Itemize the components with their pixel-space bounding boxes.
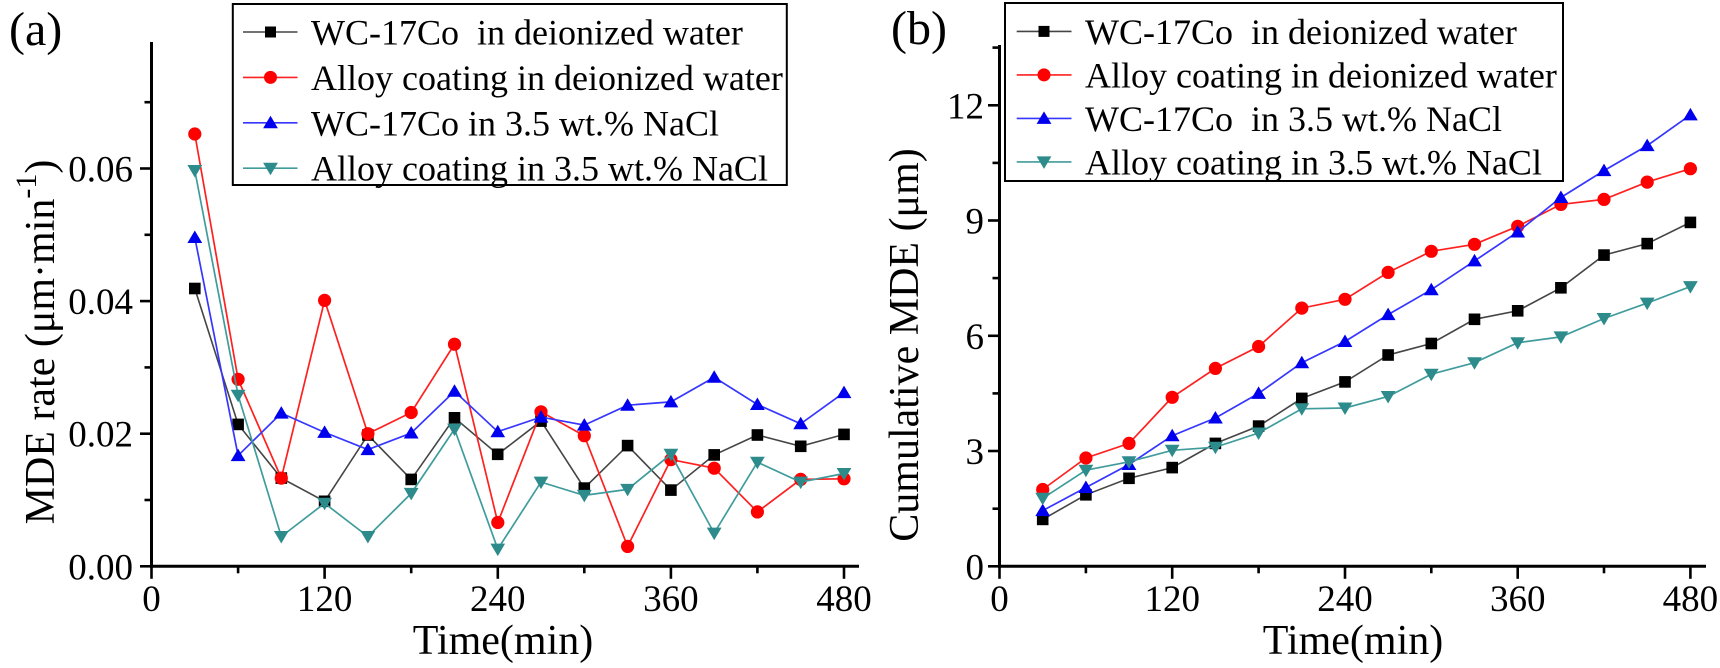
svg-text:0: 0 [142, 579, 161, 620]
svg-text:WC-17Co in 3.5 wt.% NaCl: WC-17Co in 3.5 wt.% NaCl [1085, 99, 1502, 139]
svg-text:360: 360 [1490, 579, 1546, 620]
svg-text:0: 0 [990, 579, 1009, 620]
svg-text:0.04: 0.04 [68, 282, 133, 323]
svg-text:Cumulative MDE (μm): Cumulative MDE (μm) [882, 148, 928, 541]
svg-text:0.02: 0.02 [68, 415, 133, 456]
svg-text:MDE rate (μm·min-1): MDE rate (μm·min-1) [10, 160, 64, 525]
svg-text:WC-17Co in deionized water: WC-17Co in deionized water [1085, 12, 1517, 52]
svg-text:Alloy coating in deionized wat: Alloy coating in deionized water [311, 58, 783, 98]
svg-text:WC-17Co in deionized water: WC-17Co in deionized water [311, 13, 743, 53]
svg-text:(b): (b) [891, 2, 947, 55]
svg-text:0: 0 [966, 547, 985, 588]
svg-text:Alloy coating in 3.5 wt.% NaCl: Alloy coating in 3.5 wt.% NaCl [1085, 142, 1542, 182]
svg-text:Alloy coating in deionized wat: Alloy coating in deionized water [1085, 55, 1557, 95]
svg-text:(a): (a) [9, 3, 62, 56]
svg-text:240: 240 [470, 579, 526, 620]
svg-text:480: 480 [1663, 579, 1719, 620]
svg-text:12: 12 [947, 86, 984, 127]
svg-text:Time(min): Time(min) [413, 618, 593, 663]
svg-text:480: 480 [816, 579, 872, 620]
svg-text:9: 9 [966, 202, 985, 243]
svg-text:WC-17Co in 3.5 wt.% NaCl: WC-17Co in 3.5 wt.% NaCl [311, 103, 719, 143]
svg-text:120: 120 [297, 579, 353, 620]
svg-text:240: 240 [1317, 579, 1373, 620]
svg-text:3: 3 [966, 432, 985, 473]
svg-text:6: 6 [966, 317, 985, 358]
svg-text:Alloy coating in 3.5 wt.% NaCl: Alloy coating in 3.5 wt.% NaCl [311, 149, 768, 189]
svg-text:360: 360 [643, 579, 699, 620]
svg-text:0.06: 0.06 [68, 150, 133, 191]
svg-text:120: 120 [1144, 579, 1200, 620]
svg-text:Time(min): Time(min) [1263, 618, 1443, 663]
svg-text:0.00: 0.00 [68, 547, 133, 588]
